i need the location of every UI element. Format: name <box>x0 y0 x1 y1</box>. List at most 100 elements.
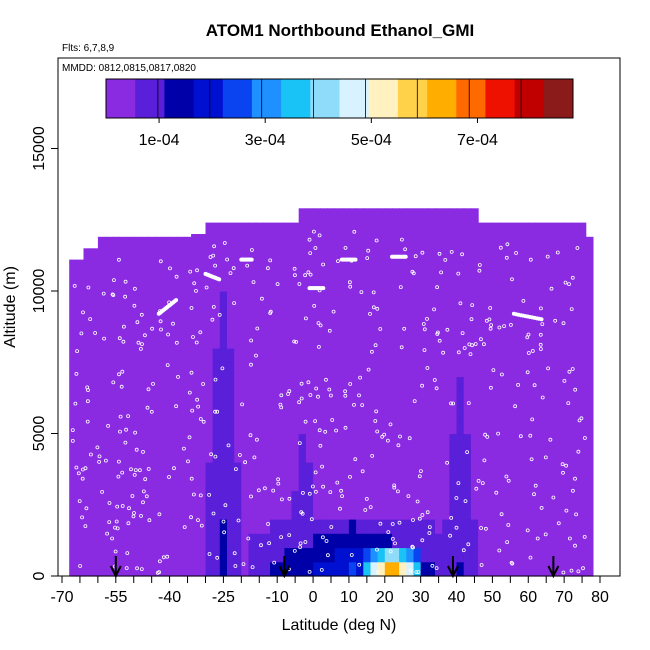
heat-cell <box>270 248 278 264</box>
heat-cell <box>291 291 300 306</box>
heat-cell <box>298 547 307 563</box>
track-dot <box>454 496 459 500</box>
heat-cell <box>234 533 242 549</box>
heat-cell <box>198 348 207 363</box>
heat-cell <box>377 305 386 321</box>
heat-cell <box>234 476 242 492</box>
track-dot <box>221 519 226 524</box>
heat-cell <box>377 405 386 420</box>
heat-cell <box>262 248 271 264</box>
track-dot <box>370 453 375 458</box>
track-dot <box>182 525 187 529</box>
heat-cell <box>435 533 443 549</box>
heat-cell <box>521 490 529 506</box>
track-dot <box>215 409 220 414</box>
heat-cell <box>470 219 479 235</box>
heat-cell <box>370 561 379 577</box>
heat-cell <box>557 405 565 420</box>
heat-cell <box>356 547 364 563</box>
heat-cell <box>564 390 572 406</box>
heat-cell <box>492 433 501 449</box>
heat-cell <box>470 433 479 449</box>
heat-cell <box>176 362 185 378</box>
heat-cell <box>313 447 321 463</box>
heat-cell <box>291 348 300 363</box>
heat-cell <box>399 319 407 335</box>
heat-cell <box>69 276 77 292</box>
track-dot <box>72 283 77 288</box>
heat-cell <box>97 291 106 306</box>
heat-cell <box>470 462 479 477</box>
heat-cell <box>83 276 92 292</box>
heat-cell <box>420 462 429 477</box>
heat-cell <box>112 490 120 506</box>
track-dot <box>207 492 212 497</box>
track-dot <box>366 367 371 372</box>
heat-cell <box>542 561 551 577</box>
heat-cell <box>449 262 458 278</box>
track-dot <box>168 266 172 271</box>
track-dot <box>575 246 580 250</box>
heat-cell <box>198 405 207 420</box>
heat-cell <box>212 504 221 520</box>
heat-cell <box>334 433 343 449</box>
heat-cell <box>420 234 429 249</box>
heat-cell <box>463 519 472 534</box>
chart-title: ATOM1 Northbound Ethanol_GMI <box>206 21 475 40</box>
track-dot <box>571 488 575 493</box>
heat-cell <box>140 262 149 278</box>
heat-cell <box>384 362 393 378</box>
heat-cell <box>97 319 106 335</box>
colorbar-tick-label: 3e-04 <box>245 132 286 149</box>
heat-cell <box>183 319 192 335</box>
heat-cell <box>248 348 257 363</box>
heat-cell <box>255 547 264 563</box>
heat-cell <box>542 519 551 534</box>
track-dot <box>327 387 332 392</box>
track-dot <box>141 500 145 505</box>
heat-cell <box>133 419 142 435</box>
heat-cell <box>112 447 120 463</box>
heat-cell <box>155 533 164 549</box>
track-dot <box>316 344 321 349</box>
heat-cell <box>449 533 458 549</box>
heat-cell <box>112 476 120 492</box>
heat-cell <box>69 319 77 335</box>
heat-cell <box>205 234 214 249</box>
heat-cell <box>126 533 135 549</box>
track-dot <box>540 322 545 327</box>
heat-cell <box>320 319 328 335</box>
heat-cell <box>413 262 422 278</box>
heat-cell <box>219 319 228 335</box>
heat-cell <box>442 405 450 420</box>
heat-cell <box>571 262 580 278</box>
track-dot <box>390 522 395 526</box>
heat-cell <box>435 462 443 477</box>
heat-cell <box>478 319 486 335</box>
heat-cell <box>420 419 429 435</box>
heat-cell <box>463 504 472 520</box>
heat-cell <box>69 291 77 306</box>
heat-cell <box>435 376 443 392</box>
track-dot <box>368 311 372 316</box>
heat-cell <box>456 462 465 477</box>
heat-cell <box>492 234 501 249</box>
heat-cell <box>119 519 128 534</box>
heat-cell <box>119 490 128 506</box>
track-dot <box>448 533 453 538</box>
track-dot <box>267 541 272 546</box>
heat-cell <box>183 305 192 321</box>
track-dot <box>449 516 454 520</box>
track-dot <box>422 327 427 332</box>
heat-cell <box>76 259 85 264</box>
heat-cell <box>105 504 113 520</box>
heat-cell <box>169 561 178 577</box>
heat-cell <box>348 561 357 577</box>
track-dot <box>146 387 151 392</box>
track-dot <box>118 414 123 419</box>
heat-cell <box>528 234 537 249</box>
track-dot <box>199 523 204 528</box>
heat-cell <box>399 291 407 306</box>
heat-cell <box>126 319 135 335</box>
heat-cell <box>169 319 178 335</box>
